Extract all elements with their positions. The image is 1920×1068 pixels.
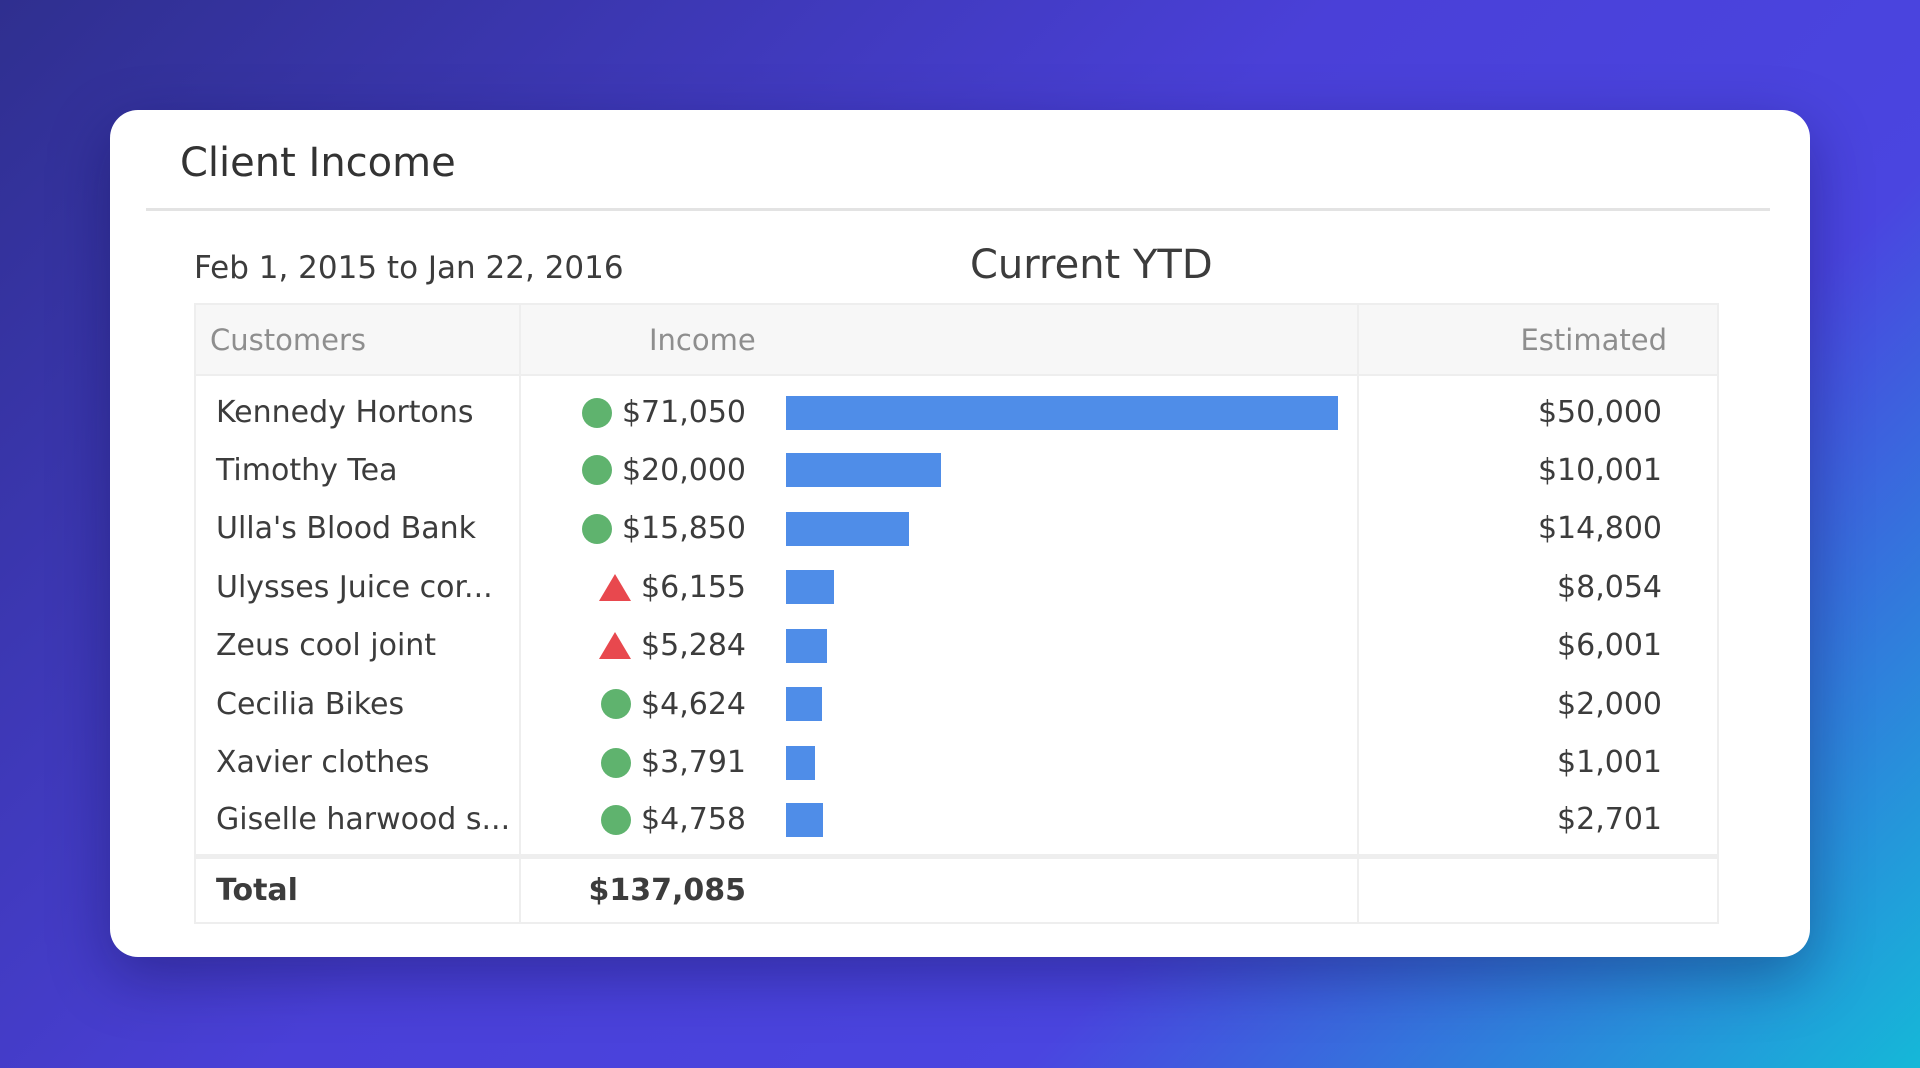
bar-track: [786, 802, 1346, 837]
income-value: $6,155: [521, 570, 746, 605]
status-dot-icon: [581, 455, 612, 486]
total-estimated-cell: [1357, 853, 1719, 924]
estimated-value: $2,701: [1357, 792, 1719, 856]
bar-track: [786, 395, 1346, 430]
table-row[interactable]: Ulysses Juice cor... $6,155 $8,054: [194, 558, 1719, 617]
card-title: Client Income: [180, 140, 456, 186]
income-value: $15,850: [521, 511, 746, 546]
estimated-value: $6,001: [1357, 616, 1719, 675]
income-bar[interactable]: [786, 395, 1338, 430]
income-cell: $4,624: [519, 675, 1359, 734]
income-bar[interactable]: [786, 628, 828, 663]
customer-name: Giselle harwood s...: [194, 792, 521, 856]
income-bar[interactable]: [786, 687, 822, 722]
column-header-estimated[interactable]: Estimated: [1357, 303, 1719, 376]
income-bar[interactable]: [786, 511, 910, 546]
income-cell: $5,284: [519, 616, 1359, 675]
customer-name: Kennedy Hortons: [194, 375, 521, 441]
customer-name: Ulla's Blood Bank: [194, 499, 521, 558]
income-value: $20,000: [521, 453, 746, 488]
total-income: $137,085: [588, 872, 746, 908]
title-divider: [146, 208, 1770, 211]
table-row[interactable]: Cecilia Bikes $4,624 $2,000: [194, 675, 1719, 734]
estimated-value: $50,000: [1357, 375, 1719, 441]
income-amount: $15,850: [621, 511, 746, 547]
income-amount: $6,155: [641, 569, 746, 605]
income-amount: $4,624: [641, 686, 746, 722]
customer-name: Cecilia Bikes: [194, 675, 521, 734]
status-dot-icon: [601, 747, 632, 778]
income-value: $5,284: [521, 628, 746, 663]
customer-name: Xavier clothes: [194, 733, 521, 792]
income-bar[interactable]: [786, 453, 942, 488]
estimated-value: $1,001: [1357, 733, 1719, 792]
estimated-value: $2,000: [1357, 675, 1719, 734]
income-cell: $6,155: [519, 558, 1359, 617]
status-dot-icon: [601, 689, 632, 720]
income-amount: $5,284: [641, 628, 746, 664]
client-income-card: Client Income Feb 1, 2015 to Jan 22, 201…: [110, 110, 1810, 957]
bar-track: [786, 511, 1346, 546]
table-row[interactable]: Giselle harwood s... $4,758 $2,701: [194, 792, 1719, 856]
estimated-value: $10,001: [1357, 441, 1719, 500]
income-value: $71,050: [521, 395, 746, 430]
income-amount: $71,050: [621, 395, 746, 430]
estimated-value: $14,800: [1357, 499, 1719, 558]
income-cell: $4,758: [519, 792, 1359, 856]
income-amount: $4,758: [641, 802, 746, 838]
income-bar[interactable]: [786, 802, 823, 837]
income-cell: $71,050: [519, 375, 1359, 441]
table-row[interactable]: Kennedy Hortons $71,050 $50,000: [194, 375, 1719, 441]
income-cell: $20,000: [519, 441, 1359, 500]
customer-name: Zeus cool joint: [194, 616, 521, 675]
customer-name: Timothy Tea: [194, 441, 521, 500]
bar-track: [786, 570, 1346, 605]
income-cell: $15,850: [519, 499, 1359, 558]
bar-track: [786, 453, 1346, 488]
customer-name: Ulysses Juice cor...: [194, 558, 521, 617]
total-row: Total $137,085: [194, 853, 1719, 924]
warning-triangle-icon: [599, 632, 632, 660]
date-range: Feb 1, 2015 to Jan 22, 2016: [194, 250, 624, 286]
status-dot-icon: [581, 397, 612, 428]
income-value: $4,758: [521, 802, 746, 837]
table-row[interactable]: Xavier clothes $3,791 $1,001: [194, 733, 1719, 792]
chart-heading: Current YTD: [970, 242, 1213, 288]
table-header-row: Customers Income Estimated: [194, 303, 1719, 376]
income-cell: $3,791: [519, 733, 1359, 792]
income-value: $3,791: [521, 745, 746, 780]
bar-track: [786, 745, 1346, 780]
status-dot-icon: [601, 804, 632, 835]
column-header-customers[interactable]: Customers: [194, 303, 521, 376]
table-row[interactable]: Ulla's Blood Bank $15,850 $14,800: [194, 499, 1719, 558]
income-bar[interactable]: [786, 570, 834, 605]
income-amount: $3,791: [641, 745, 746, 781]
income-value: $4,624: [521, 687, 746, 722]
table-row[interactable]: Timothy Tea $20,000 $10,001: [194, 441, 1719, 500]
income-bar[interactable]: [786, 745, 816, 780]
status-dot-icon: [581, 513, 612, 544]
estimated-value: $8,054: [1357, 558, 1719, 617]
bar-track: [786, 628, 1346, 663]
total-income-cell: $137,085: [519, 853, 1359, 924]
column-header-income[interactable]: Income: [519, 303, 1359, 376]
bar-track: [786, 687, 1346, 722]
total-label: Total: [194, 853, 521, 924]
warning-triangle-icon: [599, 573, 632, 601]
table-row[interactable]: Zeus cool joint $5,284 $6,001: [194, 616, 1719, 675]
income-table: Customers Income Estimated Kennedy Horto…: [194, 303, 1719, 924]
income-amount: $20,000: [621, 452, 746, 488]
